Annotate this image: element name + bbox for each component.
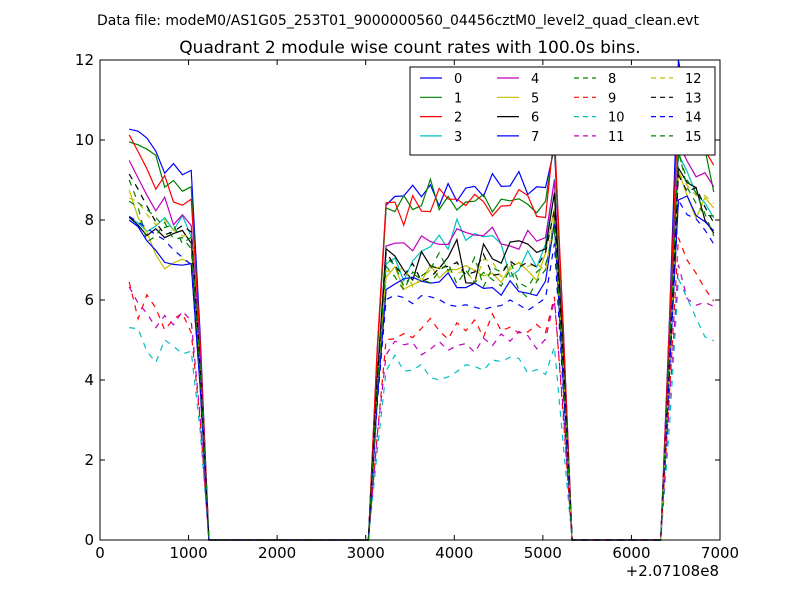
series-line-11 bbox=[128, 264, 715, 541]
x-tick-label: 4000 bbox=[435, 544, 473, 562]
x-tick-label: 5000 bbox=[524, 544, 562, 562]
series-line-9 bbox=[128, 237, 715, 541]
legend-label-7: 7 bbox=[531, 130, 539, 145]
y-tick-label: 4 bbox=[84, 371, 94, 389]
legend-label-14: 14 bbox=[685, 111, 702, 126]
series-line-2 bbox=[128, 98, 715, 541]
legend-label-11: 11 bbox=[608, 130, 625, 145]
legend-label-2: 2 bbox=[454, 111, 462, 126]
y-tick-label: 6 bbox=[84, 291, 94, 309]
legend-label-13: 13 bbox=[685, 91, 702, 106]
series-line-10 bbox=[129, 278, 715, 541]
legend-label-0: 0 bbox=[454, 72, 462, 87]
legend-label-8: 8 bbox=[608, 72, 616, 87]
legend-label-10: 10 bbox=[608, 111, 625, 126]
series-line-4 bbox=[128, 142, 715, 541]
legend-label-12: 12 bbox=[685, 72, 702, 87]
legend-label-6: 6 bbox=[531, 111, 539, 126]
series-line-12 bbox=[128, 170, 715, 541]
x-tick-label: 0 bbox=[95, 544, 105, 562]
series-line-13 bbox=[128, 172, 715, 541]
legend-label-1: 1 bbox=[454, 91, 462, 106]
series-line-7 bbox=[128, 195, 715, 541]
x-tick-label: 3000 bbox=[347, 544, 385, 562]
legend-label-3: 3 bbox=[454, 130, 462, 145]
x-tick-label: 1000 bbox=[169, 544, 207, 562]
series-line-1 bbox=[129, 103, 715, 541]
chart-title: Quadrant 2 module wise count rates with … bbox=[179, 38, 640, 58]
x-tick-label: 6000 bbox=[612, 544, 650, 562]
x-offset-label: +2.07108e8 bbox=[626, 562, 719, 580]
y-tick-label: 10 bbox=[75, 131, 94, 149]
y-tick-label: 12 bbox=[75, 51, 94, 69]
y-tick-label: 8 bbox=[84, 211, 94, 229]
legend-label-9: 9 bbox=[608, 91, 616, 106]
x-tick-label: 7000 bbox=[701, 544, 739, 562]
y-tick-label: 0 bbox=[84, 531, 94, 549]
legend-label-4: 4 bbox=[531, 72, 539, 87]
y-tick-label: 2 bbox=[84, 451, 94, 469]
legend-box bbox=[409, 66, 716, 156]
chart-suptitle: Data file: modeM0/AS1G05_253T01_90000005… bbox=[97, 13, 699, 29]
legend-label-5: 5 bbox=[531, 91, 539, 106]
legend-label-15: 15 bbox=[685, 130, 702, 145]
x-tick-label: 2000 bbox=[258, 544, 296, 562]
series-line-8 bbox=[128, 150, 714, 541]
series-line-3 bbox=[128, 151, 715, 541]
